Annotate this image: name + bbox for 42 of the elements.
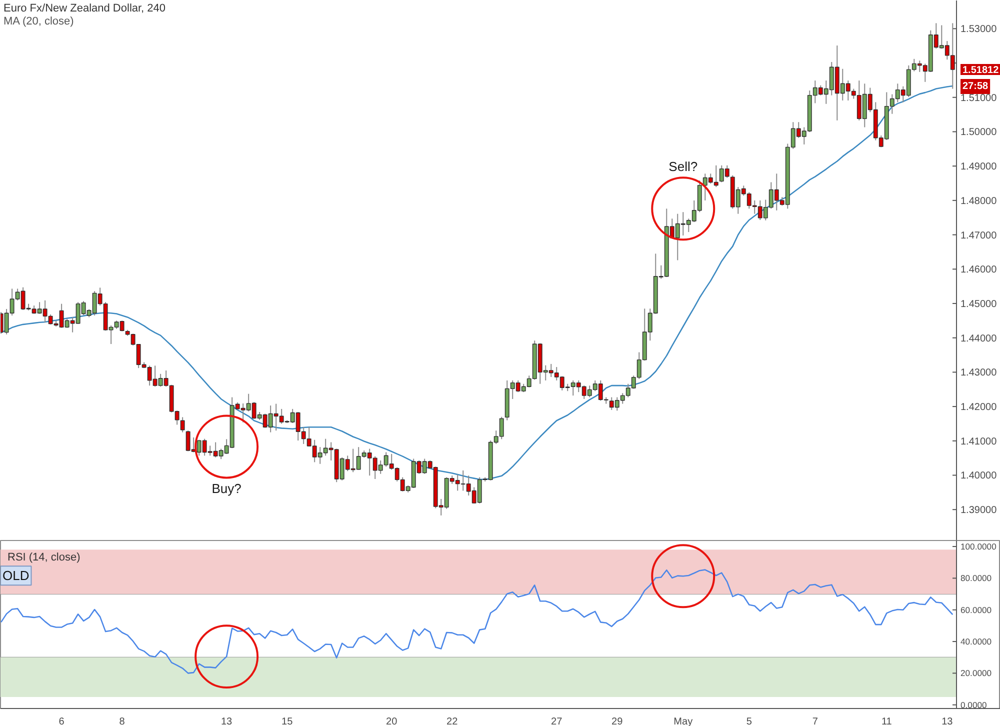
- y-tick-label: 20.0000: [960, 668, 992, 678]
- y-tick-label: 0.0000: [960, 700, 988, 710]
- y-tick-label: 80.0000: [960, 573, 992, 584]
- y-tick-label: 1.40000: [960, 470, 998, 482]
- y-tick-label: 1.48000: [960, 196, 998, 207]
- x-tick-label: 29: [612, 716, 624, 726]
- y-tick-label: 40.0000: [960, 636, 992, 647]
- text: MA (20, close): [4, 16, 74, 28]
- y-tick-label: 1.42000: [960, 402, 998, 414]
- y-tick-label: 1.44000: [960, 333, 998, 344]
- y-tick-label: 1.53000: [960, 24, 998, 36]
- x-tick-label: 15: [282, 716, 294, 726]
- x-tick-label: 6: [58, 716, 65, 726]
- annotation: Buy?: [212, 481, 242, 496]
- x-tick-label: 11: [881, 716, 892, 726]
- x-tick-label: 8: [119, 716, 126, 726]
- y-tick-label: 1.45000: [960, 298, 998, 310]
- y-tick-label: 1.47000: [960, 230, 998, 242]
- text: RSI (14, close): [8, 552, 80, 564]
- line-series: [0, 569, 954, 674]
- text: 27:58: [962, 81, 989, 92]
- band-label: OLD: [2, 568, 30, 584]
- x-tick-label: 27: [551, 716, 563, 726]
- x-tick-label: 13: [942, 716, 954, 726]
- y-tick-label: 1.50000: [960, 127, 998, 138]
- y-tick-label: 1.43000: [960, 368, 998, 379]
- y-tick-label: 1.46000: [960, 264, 998, 276]
- y-tick-label: 1.41000: [960, 436, 998, 448]
- x-tick-label: 20: [386, 716, 398, 726]
- text: 1.51812: [962, 65, 1000, 76]
- y-tick-label: 60.0000: [960, 604, 992, 615]
- y-tick-label: 100.0000: [960, 542, 997, 552]
- x-tick-label: 5: [746, 716, 752, 726]
- y-tick-label: 1.49000: [960, 162, 998, 173]
- y-tick-label: 1.51000: [960, 92, 998, 104]
- annotation: Sell?: [668, 159, 698, 174]
- x-tick-label: 13: [221, 716, 233, 726]
- chart-title: Euro Fx/New Zealand Dollar, 240: [4, 2, 166, 14]
- x-tick-label: 7: [812, 716, 818, 726]
- x-tick-label: 22: [446, 716, 458, 726]
- candlestick: [180, 416, 185, 433]
- y-tick-label: 1.39000: [960, 505, 998, 516]
